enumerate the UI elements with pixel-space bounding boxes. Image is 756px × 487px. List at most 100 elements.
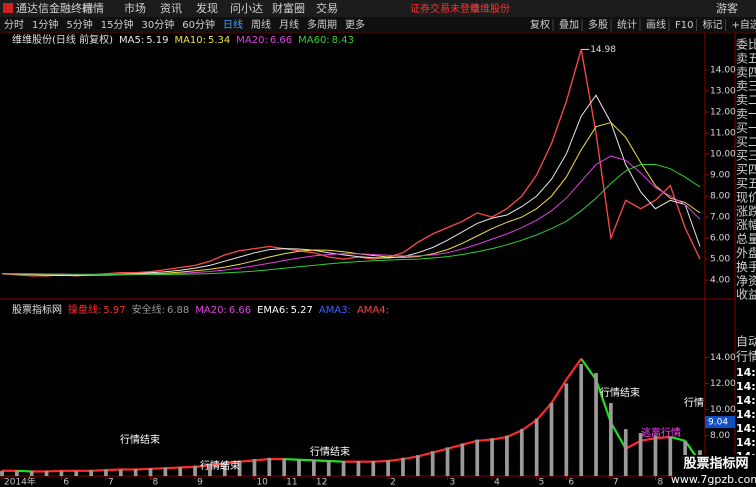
quote-field: 涨跌 [736,203,756,218]
y-tick-label: 10.00 [710,150,736,160]
side-mode[interactable]: 自动 [736,335,756,349]
menu-item[interactable]: 交易 [316,1,338,15]
side-tab[interactable]: 行情 [736,350,756,364]
ma-line [2,164,701,275]
indicator-bar [638,433,643,476]
indicator-bar [386,460,390,476]
x-tick-label: 8 [153,478,159,487]
period-tab[interactable]: 月线 [279,18,299,31]
indicator-segment [180,465,196,469]
legend-value: 5.27 [291,305,313,316]
period-tab[interactable]: 5分钟 [66,18,92,31]
annotation: 行情 [684,396,704,409]
indicator-bar [326,460,331,476]
quote-field: 外盘 [736,245,756,260]
indicator-bar [653,435,658,476]
tool-button[interactable]: 复权 [530,18,550,31]
quote-field: 收益 [736,288,756,302]
period-tab[interactable]: 多周期 [307,18,337,31]
peak-label: 14.98 [590,45,616,55]
current-label: 9.04 [708,418,728,428]
indicator-bar [415,455,420,476]
indicator-segment [462,439,478,446]
indicator-segment [328,459,344,463]
quote-field: 涨幅 [736,217,756,232]
indicator-bar [237,460,242,476]
quote-field: 卖三 [736,79,756,93]
ma-line [1,94,701,276]
period-tab[interactable]: 分时 [4,19,24,31]
legend-name: MA20: [195,305,227,316]
x-tick-label: 2 [390,478,396,487]
indicator-bar [668,436,673,476]
ma-line [2,155,701,276]
indicator-segment [580,358,597,381]
indicator-segment [609,422,627,450]
trade-time: 14:55 [736,394,756,407]
watermark-url: www.7gpzb.com [671,473,756,486]
user[interactable]: 游客 [716,1,738,15]
indicator-bar [594,373,598,476]
indicator-segment [491,435,508,441]
legend-value: 5.19 [146,35,168,46]
indicator-segment [313,459,329,463]
menu-item[interactable]: 资讯 [160,2,182,15]
annotation: 行情结束 [120,433,160,446]
current-box [705,416,735,429]
login-status[interactable]: 证券交易未登录 [410,2,480,15]
period-tab[interactable]: 周线 [251,18,271,31]
trade-time: 14:55 [736,380,756,393]
menu-item[interactable]: 行情 [82,2,104,15]
indicator-bar [252,459,257,476]
indicator-bar [29,470,34,476]
period-tab[interactable]: 60分钟 [182,18,215,31]
tool-button[interactable]: 多股 [588,18,608,31]
quote-field: 买五 [736,177,756,191]
menu-item[interactable]: 财富圈 [272,1,305,15]
indicator-bar [356,461,361,476]
tool-button[interactable]: +自选 [731,18,756,31]
watermark-title: 股票指标网 [683,456,748,472]
indicator-segment [239,459,255,463]
indicator-bar [505,435,509,476]
indicator-bar [341,461,346,476]
indicator-bar [163,467,168,476]
x-tick-label: 7 [108,478,114,487]
x-tick-label: 6 [568,478,574,487]
y-tick-label: 12.00 [710,379,736,389]
period-tab[interactable]: 更多 [345,18,365,31]
x-tick-label: 7 [613,478,619,487]
menu-item[interactable]: 市场 [124,1,146,15]
indicator-bar [490,438,494,476]
indicator-bar [623,429,628,476]
quote-field: 卖二 [736,93,756,107]
period-tab[interactable]: 日线 [223,18,243,31]
menu-item[interactable]: 发现 [196,1,218,15]
tool-button[interactable]: 统计 [617,18,637,31]
toolbar [0,17,756,33]
legend-name: MA5: [119,35,144,46]
indicator-segment [402,455,419,461]
indicator-segment [447,443,463,450]
trade-time: 14:55 [736,422,756,435]
watermark-bg [676,455,756,487]
period-tab[interactable]: 15分钟 [101,18,134,31]
tool-button[interactable]: F10 [675,20,693,31]
indicator-bar [178,466,183,476]
legend-value: 5.97 [103,305,125,316]
period-tab[interactable]: 1分钟 [32,18,58,31]
menu-item[interactable]: 问小达 [230,2,263,15]
y-tick-label: 11.00 [710,129,736,139]
y-tick-label: 9.00 [710,171,730,181]
tool-button[interactable]: 标记 [702,19,722,31]
tool-button[interactable]: 画线 [646,18,666,31]
tool-button[interactable]: 叠加 [559,19,579,31]
y-tick-label: 8.00 [710,431,730,441]
indicator-bar [297,459,301,476]
indicator-segment [387,457,404,463]
indicator-segment [284,457,300,461]
period-tab[interactable]: 30分钟 [141,18,174,31]
quote-field: 卖五 [736,51,756,65]
x-tick-label: 12 [316,478,327,487]
